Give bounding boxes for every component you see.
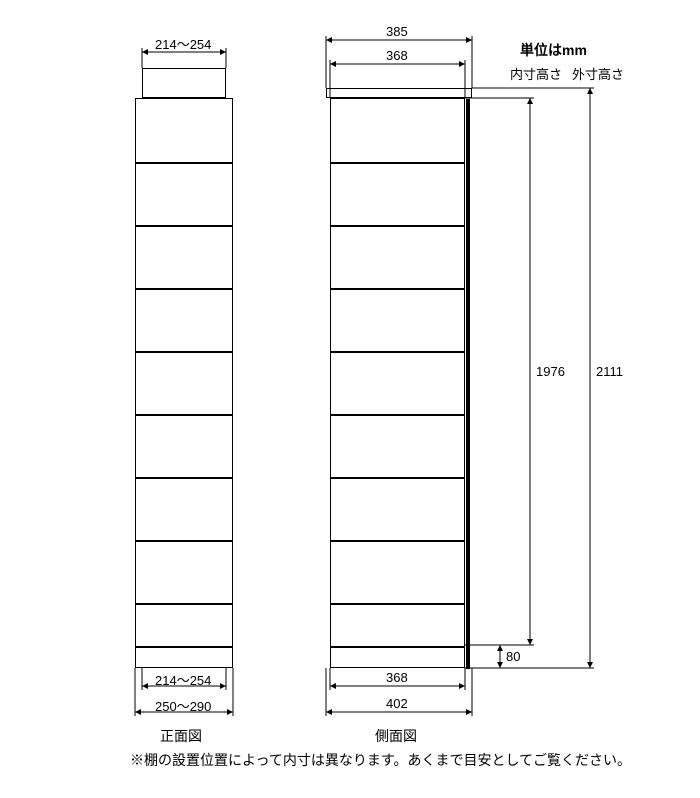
shelf-line bbox=[136, 477, 232, 479]
dim-side-outer-bottom: 402 bbox=[386, 696, 408, 711]
shelf-line bbox=[331, 477, 464, 479]
footnote: ※棚の設置位置によって内寸は異なります。あくまで目安としてご覧ください。 bbox=[130, 750, 631, 770]
shelf-line bbox=[331, 646, 464, 648]
front-shelf bbox=[135, 98, 233, 668]
dim-side-inner-bottom: 368 bbox=[386, 670, 408, 685]
inner-height-label: 内寸高さ bbox=[510, 64, 562, 83]
shelf-line bbox=[136, 351, 232, 353]
shelf-line bbox=[136, 162, 232, 164]
shelf-line bbox=[136, 603, 232, 605]
dim-front-top: 214～254 bbox=[155, 34, 211, 53]
side-back-panel bbox=[466, 99, 470, 669]
side-view-label: 側面図 bbox=[375, 726, 417, 746]
side-top-cap bbox=[326, 88, 472, 98]
shelf-line bbox=[331, 351, 464, 353]
shelf-line bbox=[331, 162, 464, 164]
shelf-line bbox=[136, 646, 232, 648]
shelf-line bbox=[331, 603, 464, 605]
shelf-line bbox=[331, 225, 464, 227]
outer-height-label: 外寸高さ bbox=[572, 64, 624, 83]
dim-inner-height: 1976 bbox=[536, 364, 565, 379]
dim-outer-height: 2111 bbox=[596, 364, 623, 379]
unit-label: 単位はmm bbox=[520, 40, 587, 60]
dim-front-outer-bottom: 250～290 bbox=[155, 696, 211, 715]
side-shelf bbox=[330, 98, 465, 668]
front-view-label: 正面図 bbox=[160, 726, 202, 746]
diagram-canvas: 単位はmm 内寸高さ 外寸高さ bbox=[20, 20, 680, 770]
dim-side-top-outer: 385 bbox=[386, 24, 408, 39]
shelf-line bbox=[136, 225, 232, 227]
shelf-line bbox=[331, 540, 464, 542]
shelf-line bbox=[136, 414, 232, 416]
shelf-line bbox=[136, 288, 232, 290]
dim-side-top-inner: 368 bbox=[386, 48, 408, 63]
shelf-line bbox=[331, 414, 464, 416]
shelf-line bbox=[136, 540, 232, 542]
dim-base-height: 80 bbox=[506, 649, 520, 664]
dim-front-inner-bottom: 214～254 bbox=[155, 670, 211, 689]
shelf-line bbox=[331, 288, 464, 290]
front-top-cap bbox=[142, 68, 226, 98]
